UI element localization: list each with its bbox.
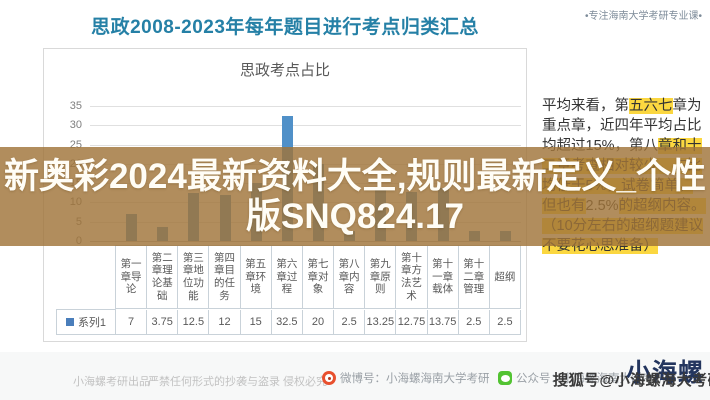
- value-cell: 15: [240, 310, 272, 335]
- legend-series-name: 系列1: [77, 317, 107, 329]
- footer-wechat-group: 公众号：小海螺海南大学考研: [498, 370, 666, 386]
- y-tick-label: 30: [69, 119, 82, 132]
- value-cell: 20: [302, 310, 335, 335]
- watermark-overlay: 新奥彩2024最新资料大全,规则最新定义_个性 版SNQ824.17: [0, 147, 710, 246]
- sohu-watermark: 搜狐号@小海螺海大考研: [553, 372, 710, 389]
- note-highlight: 五六七: [629, 98, 673, 114]
- data-table: 第一章导论 第二章理论基础 第三章地位功能 第四章目的任务 第五章环境 第六章过程 第七章对…: [56, 245, 521, 335]
- column-header: 第十一章载体: [427, 245, 459, 309]
- column-header: 第四章目的任务: [209, 245, 241, 309]
- column-header: 第七章对象: [302, 245, 335, 309]
- wechat-icon: [498, 371, 512, 385]
- y-tick-label: 35: [69, 100, 82, 112]
- value-cell: 12.75: [396, 310, 428, 335]
- column-header: 第八章内容: [334, 245, 366, 309]
- column-header: 第六章过程: [271, 245, 303, 309]
- header-note: •专注海南大学考研专业课•: [584, 11, 702, 22]
- value-cell: 2.5: [334, 310, 366, 335]
- legend-cell: 系列1: [56, 310, 116, 335]
- column-header: 第一章导论: [116, 245, 148, 309]
- value-cell: 2.5: [458, 310, 490, 335]
- overlay-line2: 版SNQ824.17: [246, 197, 464, 236]
- footer-weibo-group: 微博号：小海螺海南大学考研: [322, 370, 490, 386]
- page-title: 思政2008-2023年每年题目进行考点归类汇总: [91, 17, 479, 38]
- gridline: [90, 125, 521, 127]
- footer-produced-by: 小海螺考研出品: [73, 376, 150, 388]
- gridline: [90, 106, 521, 107]
- column-header: 第二章理论基础: [147, 245, 179, 309]
- value-cell: 12: [209, 310, 241, 335]
- column-header: 第五章环境: [240, 245, 272, 309]
- weibo-icon: [322, 371, 336, 385]
- value-cell: 13.75: [427, 310, 459, 335]
- gridline: [90, 144, 521, 146]
- chart-title: 思政考点占比: [239, 62, 330, 79]
- column-header: 第十章方法艺术: [396, 245, 428, 309]
- legend-swatch-icon: [65, 318, 74, 326]
- value-cell: 12.5: [178, 310, 210, 335]
- column-header: 第三章地位功能: [178, 245, 210, 309]
- footer-weibo-label: 微博号：小海螺海南大学考研: [340, 373, 490, 385]
- value-cell: 2.5: [489, 310, 521, 335]
- value-cell: 32.5: [271, 310, 303, 335]
- value-cell: 3.75: [147, 310, 179, 335]
- footer-wechat-label: 公众号：小海螺海南大学考研: [516, 373, 666, 385]
- table-corner: [56, 245, 116, 310]
- footer-warning: 严禁任何形式的抄袭与盗录 侵权必究: [148, 376, 328, 388]
- column-header: 第九章原则: [365, 245, 397, 309]
- footer: 小海螺考研出品 严禁任何形式的抄袭与盗录 侵权必究 微博号：小海螺海南大学考研 …: [0, 352, 710, 400]
- column-header: 超纲: [489, 245, 521, 309]
- value-cell: 13.25: [365, 310, 397, 335]
- brand-logo: 小海螺: [625, 359, 704, 387]
- note-text: 平均来看，第: [542, 98, 629, 114]
- overlay-line1: 新奥彩2024最新资料大全,规则最新定义_个性: [3, 157, 707, 196]
- value-cell: 7: [116, 310, 148, 335]
- column-header: 第十二章管理: [458, 245, 490, 309]
